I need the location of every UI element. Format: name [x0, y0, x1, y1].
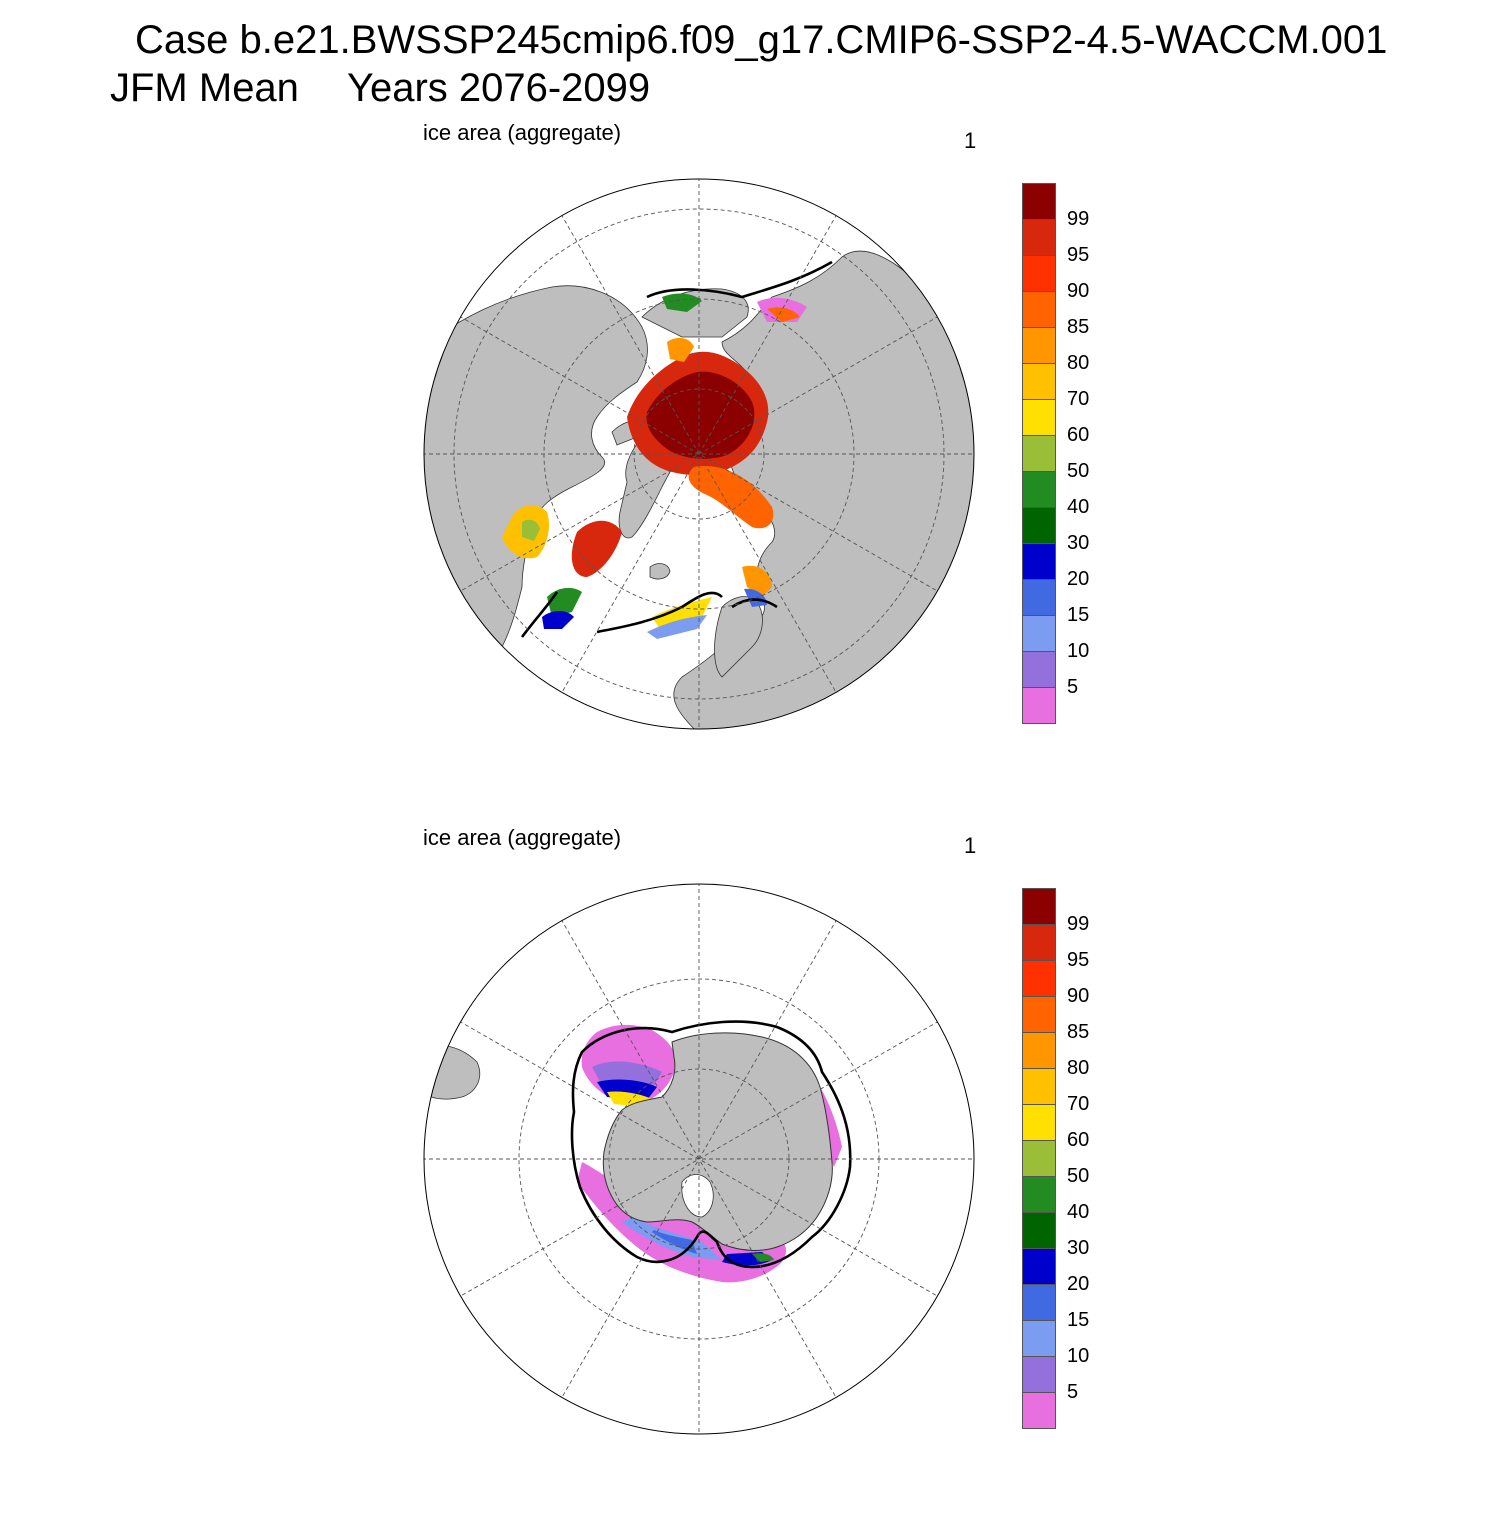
- colorbar-swatch: [1022, 1356, 1056, 1393]
- colorbar-label: 30: [1067, 532, 1090, 554]
- colorbar-swatch: [1022, 183, 1056, 220]
- colorbar-label: 80: [1067, 1057, 1090, 1079]
- colorbar-swatch: [1022, 1104, 1056, 1141]
- colorbar-swatch: [1022, 435, 1056, 472]
- south-map-border: [423, 883, 975, 1435]
- colorbar-label: 60: [1067, 424, 1090, 446]
- south-graticule: [424, 884, 974, 1434]
- colorbar-swatch: [1022, 507, 1056, 544]
- colorbar-label: 95: [1067, 244, 1090, 266]
- north-panel: ice area (aggregate) 1: [0, 110, 1500, 810]
- colorbar-swatch: [1022, 1140, 1056, 1177]
- colorbar-swatch: [1022, 1284, 1056, 1321]
- colorbar-swatch: [1022, 255, 1056, 292]
- north-ice: [502, 293, 807, 639]
- colorbar-label: 70: [1067, 388, 1090, 410]
- colorbar-label: 95: [1067, 949, 1090, 971]
- colorbar-swatch: [1022, 291, 1056, 328]
- colorbar-label: 85: [1067, 1021, 1090, 1043]
- north-map-border: [423, 178, 975, 730]
- north-graticule: [424, 179, 974, 729]
- colorbar-label: 5: [1067, 1381, 1079, 1403]
- colorbar-label: 70: [1067, 1093, 1090, 1115]
- north-panel-label: ice area (aggregate): [423, 120, 622, 145]
- colorbar-swatch: [1022, 1248, 1056, 1285]
- south-panel: ice area (aggregate) 1: [0, 815, 1500, 1515]
- colorbar-swatch: [1022, 1392, 1056, 1429]
- colorbar-label: 30: [1067, 1237, 1090, 1259]
- season-label: JFM Mean: [110, 66, 299, 110]
- years-label: Years 2076-2099: [346, 66, 651, 110]
- colorbar-swatch: [1022, 327, 1056, 364]
- colorbar-swatch: [1022, 687, 1056, 724]
- north-colorbar: 99 95 90 85 80 70 60 50 40 30 20 15 10 5: [1022, 183, 1162, 724]
- south-panel-index: 1: [964, 833, 977, 858]
- colorbar-swatch: [1022, 363, 1056, 400]
- colorbar-label: 40: [1067, 1201, 1090, 1223]
- colorbar-swatch: [1022, 219, 1056, 256]
- colorbar-label: 99: [1067, 208, 1090, 230]
- colorbar-label: 50: [1067, 460, 1090, 482]
- colorbar-label: 20: [1067, 568, 1090, 590]
- colorbar-label: 15: [1067, 1309, 1090, 1331]
- north-panel-index: 1: [964, 128, 977, 153]
- colorbar-swatch: [1022, 1212, 1056, 1249]
- north-polar-map: [423, 178, 975, 730]
- colorbar-swatch: [1022, 1068, 1056, 1105]
- colorbar-label: 85: [1067, 316, 1090, 338]
- colorbar-swatch: [1022, 996, 1056, 1033]
- north-contour: [520, 260, 833, 638]
- colorbar-swatch: [1022, 579, 1056, 616]
- colorbar-swatch: [1022, 1032, 1056, 1069]
- south-colorbar: 99 95 90 85 80 70 60 50 40 30 20 15 10 5: [1022, 888, 1162, 1429]
- colorbar-label: 80: [1067, 352, 1090, 374]
- colorbar-swatch: [1022, 615, 1056, 652]
- colorbar-label: 10: [1067, 640, 1090, 662]
- colorbar-swatch: [1022, 651, 1056, 688]
- colorbar-label: 90: [1067, 985, 1090, 1007]
- colorbar-label: 15: [1067, 604, 1090, 626]
- colorbar-swatch: [1022, 1320, 1056, 1357]
- south-panel-label: ice area (aggregate): [423, 825, 622, 850]
- ice-shelf: [681, 1174, 714, 1218]
- colorbar-swatch: [1022, 924, 1056, 961]
- colorbar-swatch: [1022, 1176, 1056, 1213]
- colorbar-label: 10: [1067, 1345, 1090, 1367]
- colorbar-swatch: [1022, 888, 1056, 925]
- colorbar-label: 50: [1067, 1165, 1090, 1187]
- colorbar-swatch: [1022, 960, 1056, 997]
- colorbar-label: 60: [1067, 1129, 1090, 1151]
- south-polar-map: [423, 883, 975, 1435]
- colorbar-swatch: [1022, 399, 1056, 436]
- colorbar-swatch: [1022, 471, 1056, 508]
- colorbar-swatch: [1022, 543, 1056, 580]
- main-title: Case b.e21.BWSSP245cmip6.f09_g17.CMIP6-S…: [135, 18, 1388, 62]
- colorbar-label: 99: [1067, 913, 1090, 935]
- subtitle: JFM Mean Years 2076-2099: [110, 66, 650, 111]
- colorbar-label: 90: [1067, 280, 1090, 302]
- south-contour: [570, 1020, 852, 1269]
- colorbar-label: 5: [1067, 676, 1079, 698]
- colorbar-label: 20: [1067, 1273, 1090, 1295]
- colorbar-label: 40: [1067, 496, 1090, 518]
